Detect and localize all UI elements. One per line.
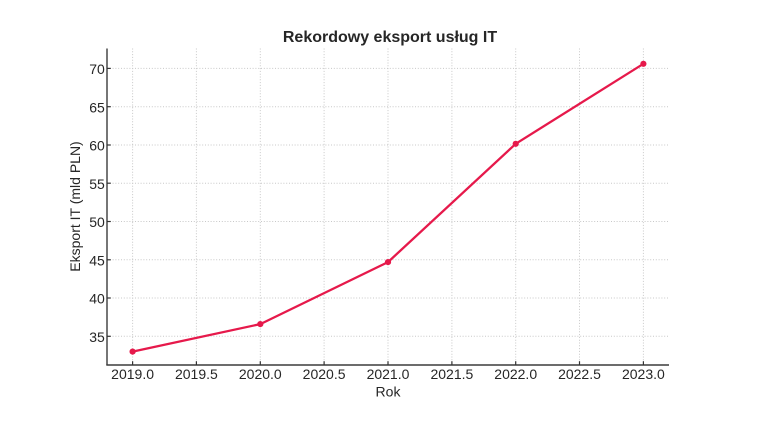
svg-text:2019.5: 2019.5	[175, 366, 218, 382]
svg-text:2022.5: 2022.5	[558, 366, 601, 382]
svg-text:Rekordowy eksport usług IT: Rekordowy eksport usług IT	[283, 29, 497, 46]
svg-text:40: 40	[89, 291, 105, 307]
svg-text:70: 70	[89, 61, 105, 77]
svg-text:65: 65	[89, 99, 105, 115]
svg-text:60: 60	[89, 138, 105, 154]
svg-text:2023.0: 2023.0	[622, 366, 665, 382]
svg-text:50: 50	[89, 214, 105, 230]
svg-text:2021.5: 2021.5	[430, 366, 473, 382]
svg-text:2022.0: 2022.0	[494, 366, 537, 382]
svg-text:55: 55	[89, 176, 105, 192]
svg-text:Eksport IT (mld PLN): Eksport IT (mld PLN)	[67, 141, 83, 271]
svg-text:2019.0: 2019.0	[111, 366, 154, 382]
svg-text:2021.0: 2021.0	[367, 366, 410, 382]
svg-text:35: 35	[89, 329, 105, 345]
svg-text:Rok: Rok	[376, 384, 402, 400]
svg-text:2020.0: 2020.0	[239, 366, 282, 382]
svg-text:2020.5: 2020.5	[303, 366, 346, 382]
svg-text:45: 45	[89, 252, 105, 268]
